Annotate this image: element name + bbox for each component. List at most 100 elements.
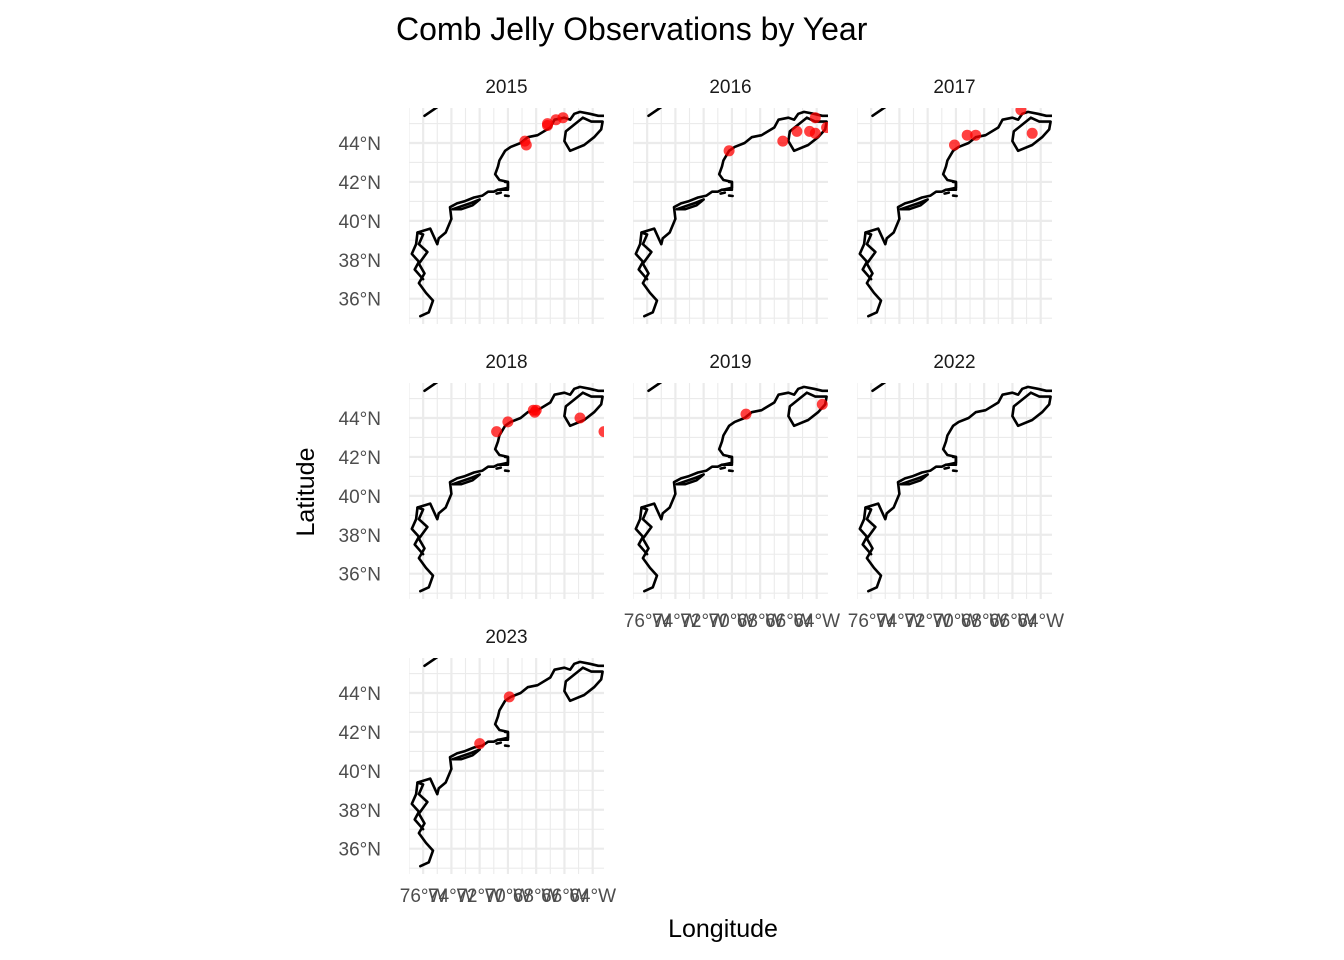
lake-shore	[423, 658, 439, 668]
facet-label: 2017	[933, 77, 975, 98]
coastline-chesapeake	[858, 231, 873, 281]
observation-point	[961, 129, 973, 141]
observation-point	[529, 406, 541, 418]
coastline-island	[943, 466, 951, 470]
coastline-long-island	[675, 473, 706, 486]
facet-panel-2018: 2018 36°N 38°N 40°N 42°N 44°N	[339, 352, 604, 599]
coastline-nova-scotia	[563, 116, 604, 153]
x-tick-label: 74°W	[652, 611, 699, 632]
coastline-cape-cod	[498, 180, 510, 191]
observation-point	[557, 112, 569, 124]
observation-point	[502, 416, 514, 428]
x-tick-label: 68°W	[737, 611, 784, 632]
observation-point	[1026, 127, 1038, 139]
x-tick-label: 66°W	[989, 611, 1036, 632]
x-tick-label: 76°W	[400, 886, 447, 907]
coastline	[640, 385, 828, 593]
coastline-nova-scotia	[1011, 391, 1052, 428]
observation-point	[503, 691, 515, 703]
coastline-nova-scotia	[563, 391, 604, 428]
x-tick-label: 64°W	[1017, 611, 1064, 632]
chart-title: Comb Jelly Observations by Year	[396, 11, 868, 47]
coastline-long-island	[451, 473, 482, 486]
observation-point	[1015, 108, 1027, 116]
coastline-nova-scotia	[787, 116, 828, 153]
observation-point	[809, 112, 821, 124]
coastline-cape-cod	[722, 180, 734, 191]
y-tick-label: 42°N	[339, 723, 381, 744]
observation-point	[723, 145, 735, 157]
coastline-chesapeake	[634, 506, 649, 556]
y-tick-label: 44°N	[339, 409, 381, 430]
coastline-island	[943, 191, 951, 195]
observation-point	[740, 408, 752, 420]
lake-shore	[871, 383, 887, 393]
y-tick-label: 36°N	[339, 290, 381, 311]
x-tick-label: 72°W	[680, 611, 727, 632]
coastline-chesapeake	[410, 231, 425, 281]
coastline-cape-cod	[722, 455, 734, 467]
y-tick-label: 36°N	[339, 565, 381, 586]
lake-shore	[647, 108, 663, 118]
x-tick-label: 74°W	[428, 886, 475, 907]
observation-point	[598, 426, 604, 438]
coastline-long-island	[899, 198, 930, 211]
coastline	[640, 110, 828, 318]
coastline-chesapeake	[410, 506, 425, 556]
y-tick-label: 38°N	[339, 251, 381, 272]
observation-point	[491, 426, 503, 438]
coastline-island	[719, 466, 727, 470]
coastline-island	[495, 466, 503, 470]
observation-point	[474, 738, 486, 750]
coastline	[864, 385, 1052, 593]
facet-panel-2022: 2022 76°W74°W72°W70°W68°W66°W64°W	[848, 352, 1064, 632]
x-tick-label: 66°W	[541, 886, 588, 907]
observation-point	[520, 139, 532, 151]
x-tick-label: 64°W	[793, 611, 840, 632]
observation-point	[816, 398, 828, 410]
coastline	[416, 660, 604, 868]
x-tick-label: 64°W	[569, 886, 616, 907]
x-tick-label: 70°W	[709, 611, 756, 632]
y-tick-label: 40°N	[339, 212, 381, 233]
y-tick-label: 36°N	[339, 840, 381, 861]
x-tick-label: 72°W	[456, 886, 503, 907]
coastline-chesapeake	[634, 231, 649, 281]
facet-panel-2019: 2019 76°W74°W72°W70°W68°W66°W64°W	[624, 352, 840, 632]
observation-point	[949, 139, 960, 151]
coastline-nova-scotia	[787, 391, 828, 428]
y-axis-title: Latitude	[292, 448, 320, 537]
y-tick-label: 44°N	[339, 684, 381, 705]
coastline-long-island	[451, 198, 482, 211]
observation-point	[821, 122, 828, 133]
lake-shore	[647, 383, 663, 393]
y-tick-label: 44°N	[339, 134, 381, 155]
x-tick-label: 68°W	[961, 611, 1008, 632]
facet-label: 2019	[709, 352, 751, 373]
coastline-cape-cod	[498, 730, 510, 742]
coastline-cape-cod	[498, 455, 510, 467]
observation-point	[791, 125, 803, 137]
coastline-chesapeake	[410, 781, 425, 831]
observation-point	[970, 129, 982, 141]
facet-label: 2022	[933, 352, 975, 373]
coastline-nova-scotia	[1011, 116, 1052, 153]
observation-point	[777, 135, 789, 147]
facet-label: 2018	[485, 352, 527, 373]
lake-shore	[423, 108, 439, 118]
coastline	[416, 385, 604, 593]
facet-panel-2017: 2017	[857, 77, 1052, 324]
facet-panel-2016: 2016	[633, 77, 828, 324]
x-axis-title: Longitude	[668, 915, 778, 943]
coastline-long-island	[899, 473, 930, 486]
facet-label: 2016	[709, 77, 751, 98]
y-tick-label: 40°N	[339, 762, 381, 783]
x-tick-label: 72°W	[904, 611, 951, 632]
x-tick-label: 70°W	[485, 886, 532, 907]
coastline-cape-cod	[946, 455, 958, 467]
y-tick-label: 42°N	[339, 448, 381, 469]
x-tick-label: 74°W	[876, 611, 923, 632]
x-tick-label: 76°W	[848, 611, 895, 632]
coastline-island	[495, 191, 503, 195]
